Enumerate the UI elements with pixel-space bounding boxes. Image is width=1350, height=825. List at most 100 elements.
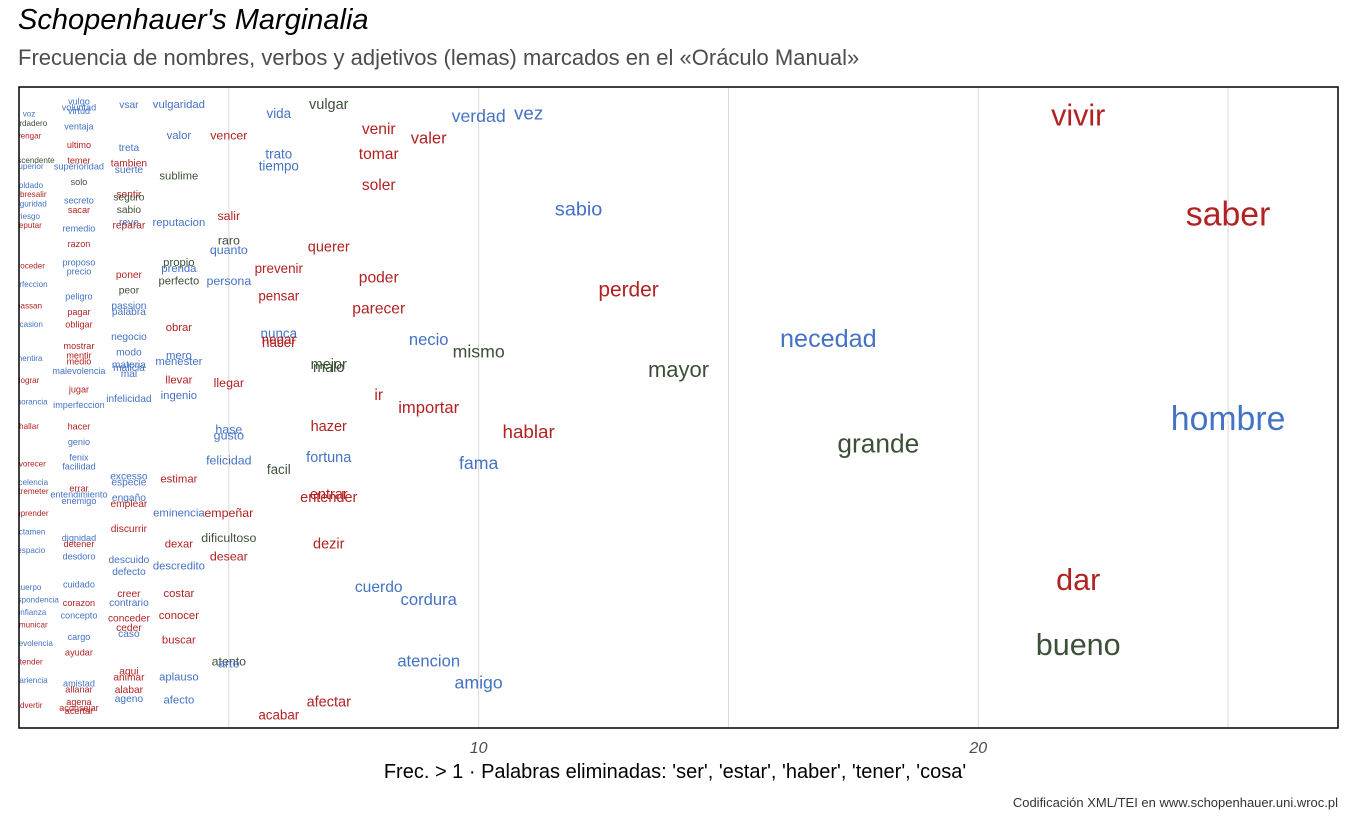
- word-label-133: pagar: [67, 307, 90, 317]
- word-label-40: tiempo: [259, 159, 299, 174]
- word-label-154: cargo: [68, 632, 91, 642]
- word-label-83: vsar: [119, 100, 139, 111]
- word-label-142: genio: [68, 437, 90, 447]
- word-label-58: dificultoso: [201, 531, 256, 545]
- word-label-119: virtud: [68, 106, 90, 116]
- word-label-25: tomar: [359, 146, 399, 163]
- word-label-144: facilidad: [62, 462, 95, 472]
- word-label-137: medio: [67, 356, 92, 366]
- word-label-156: amistad: [63, 678, 95, 688]
- word-label-42: pensar: [258, 289, 299, 304]
- word-label-17: atencion: [397, 652, 460, 671]
- word-label-60: atento: [212, 655, 247, 669]
- word-label-47: acabar: [258, 708, 299, 723]
- word-label-15: fama: [459, 453, 498, 473]
- word-label-74: estimar: [160, 474, 197, 486]
- word-label-66: propio: [163, 257, 194, 269]
- word-label-29: querer: [308, 239, 350, 255]
- word-label-120: vulgo: [68, 97, 90, 107]
- word-label-35: entender: [300, 490, 357, 506]
- word-label-103: especie: [111, 477, 146, 488]
- word-label-190: atender: [15, 657, 43, 666]
- word-label-185: cuerpo: [17, 583, 42, 592]
- word-label-100: mal: [121, 369, 137, 380]
- word-label-107: descuido: [109, 555, 150, 566]
- word-label-123: temer: [67, 155, 90, 165]
- word-label-8: perder: [598, 278, 658, 301]
- word-label-71: menester: [155, 356, 202, 368]
- word-label-50: raro: [218, 234, 240, 248]
- word-label-16: amigo: [455, 673, 503, 693]
- word-label-189: benevolencia: [5, 639, 53, 648]
- word-label-165: superior: [14, 162, 44, 171]
- word-label-2: hombre: [1171, 400, 1286, 438]
- word-label-182: emprender: [9, 509, 48, 518]
- word-label-150: desdoro: [63, 551, 96, 561]
- word-label-178: hallar: [19, 422, 39, 431]
- word-label-46: facil: [267, 462, 291, 477]
- word-label-41: prevenir: [255, 261, 304, 276]
- word-label-129: razon: [68, 239, 91, 249]
- word-label-51: quanto: [210, 243, 248, 257]
- word-label-173: passan: [16, 302, 42, 311]
- word-label-167: sobresalir: [11, 190, 46, 199]
- word-label-188: comunicar: [10, 620, 48, 629]
- word-label-26: venir: [362, 121, 396, 138]
- word-label-30: fortuna: [306, 450, 352, 466]
- word-label-49: salir: [217, 209, 240, 223]
- word-label-169: riesgo: [18, 212, 41, 221]
- word-label-97: modo: [116, 347, 142, 358]
- word-label-39: trato: [265, 146, 292, 161]
- word-label-68: perfecto: [158, 276, 199, 288]
- word-label-79: conocer: [159, 610, 199, 622]
- word-label-186: correspondencia: [0, 596, 59, 605]
- word-label-77: descredito: [153, 560, 205, 572]
- word-label-9: sabio: [555, 199, 602, 221]
- word-label-13: necio: [409, 330, 449, 349]
- word-label-109: creer: [117, 589, 141, 600]
- x-axis-caption: Frec. > 1 · Palabras eliminadas: 'ser', …: [383, 761, 967, 783]
- word-label-62: vulgaridad: [153, 99, 205, 111]
- word-label-122: ultimo: [67, 140, 91, 150]
- word-label-64: sublime: [159, 170, 198, 182]
- x-tick-label-0: 10: [470, 740, 488, 757]
- word-label-12: mismo: [453, 341, 505, 361]
- word-label-31: hazer: [311, 419, 347, 435]
- word-label-76: dexar: [165, 539, 193, 551]
- word-label-63: valor: [167, 130, 192, 142]
- source-note: Codificación XML/TEI en www.schopenhauer…: [1012, 795, 1338, 810]
- word-label-171: proceder: [13, 261, 45, 270]
- word-label-146: entendimiento: [50, 490, 107, 500]
- word-label-116: alabar: [115, 685, 144, 696]
- x-axis-ticks: 10 20: [470, 740, 988, 757]
- word-label-117: ageno: [115, 694, 144, 705]
- word-label-115: animar: [113, 672, 145, 683]
- word-label-192: advertir: [15, 701, 42, 710]
- word-label-0: vivir: [1051, 99, 1105, 133]
- word-label-184: despacio: [13, 546, 46, 555]
- word-label-161: voz: [23, 110, 36, 119]
- word-label-6: necedad: [780, 325, 877, 353]
- word-label-114: aqui: [119, 666, 138, 677]
- word-label-140: imperfeccion: [53, 400, 105, 410]
- word-label-24: soler: [362, 177, 396, 194]
- panel-frame: [18, 86, 1339, 729]
- word-label-128: remedio: [63, 223, 96, 233]
- word-label-139: jugar: [68, 384, 89, 394]
- word-label-126: secreto: [64, 196, 94, 206]
- word-label-21: ir: [374, 387, 383, 404]
- word-label-48: vencer: [210, 128, 247, 142]
- word-label-27: valer: [411, 129, 447, 148]
- word-label-43: nunca: [261, 326, 298, 341]
- word-label-88: seguro: [113, 193, 144, 204]
- word-label-176: lograr: [19, 376, 40, 385]
- word-label-112: ceder: [116, 623, 142, 634]
- word-label-91: reparar: [112, 221, 145, 232]
- word-label-175: mentira: [15, 354, 42, 363]
- word-label-132: peligro: [65, 291, 92, 301]
- word-label-170: reputar: [16, 221, 42, 230]
- word-label-82: afecto: [163, 695, 194, 707]
- word-label-34: entrar: [310, 487, 348, 503]
- word-label-53: llegar: [214, 376, 244, 390]
